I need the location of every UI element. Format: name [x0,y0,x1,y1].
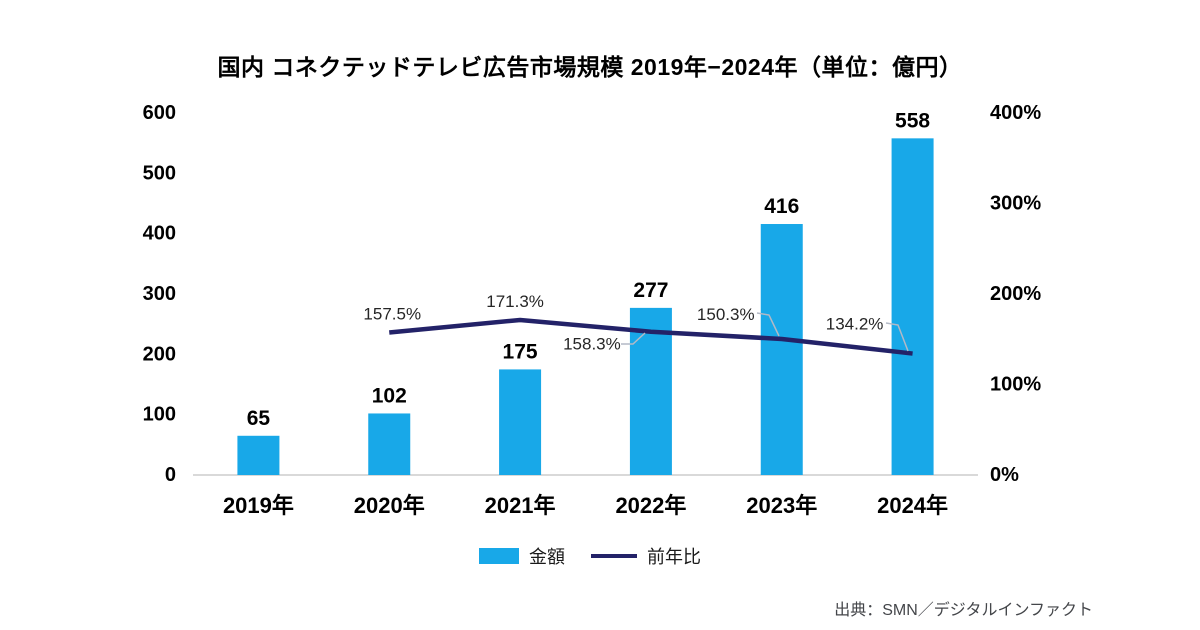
right-axis-tick: 300% [990,193,1041,215]
bar-value-label: 102 [372,384,407,407]
left-axis-tick: 0 [165,464,176,486]
right-axis-tick: 400% [990,102,1041,124]
left-axis-tick: 100 [143,404,176,426]
bar-value-label: 416 [764,195,799,218]
x-axis-label: 2024年 [877,493,948,518]
bar-value-label: 175 [503,340,538,363]
right-axis-tick: 200% [990,283,1041,305]
chart-title: 国内 コネクテッドテレビ広告市場規模 2019年−2024年（単位：億円） [217,54,963,80]
left-axis-tick: 500 [143,162,176,184]
bar-value-label: 277 [633,279,668,302]
source-credit: 出典：SMN／デジタルインファクト [834,602,1093,619]
x-axis-label: 2023年 [746,493,817,518]
left-axis-tick: 200 [143,343,176,365]
chart-bar-2021年 [499,369,542,475]
pct-value-label: 158.3% [563,335,621,354]
left-axis-tick: 300 [143,283,176,305]
right-axis-tick: 0% [990,464,1019,486]
x-axis-label: 2021年 [485,493,556,518]
x-axis-label: 2020年 [354,493,425,518]
pct-label-leader [885,322,909,352]
left-axis-tick: 400 [143,223,176,245]
pct-value-label: 171.3% [486,292,544,311]
pct-value-label: 134.2% [826,315,884,334]
right-axis-tick: 100% [990,374,1041,396]
chart-bar-2022年 [629,307,672,475]
x-axis-label: 2022年 [615,493,686,518]
chart-bar-2024年 [891,138,934,475]
bar-value-label: 558 [895,109,930,132]
legend-line-label: 前年比 [647,547,701,567]
pct-value-label: 157.5% [363,304,421,323]
pct-label-leader [621,332,646,345]
pct-value-label: 150.3% [697,305,755,324]
legend-line-swatch [591,554,637,558]
legend-bar-swatch [479,548,519,564]
chart-legend: 金額 前年比 [0,543,1180,569]
left-axis-tick: 600 [143,102,176,124]
legend-bar-label: 金額 [529,547,565,567]
chart-bar-2023年 [760,224,803,475]
chart-bar-2019年 [237,435,280,475]
bar-value-label: 65 [247,407,271,430]
trend-line [389,317,913,356]
pct-label-leader [756,312,780,337]
x-axis-label: 2019年 [223,493,294,518]
chart-bar-2020年 [368,413,411,475]
